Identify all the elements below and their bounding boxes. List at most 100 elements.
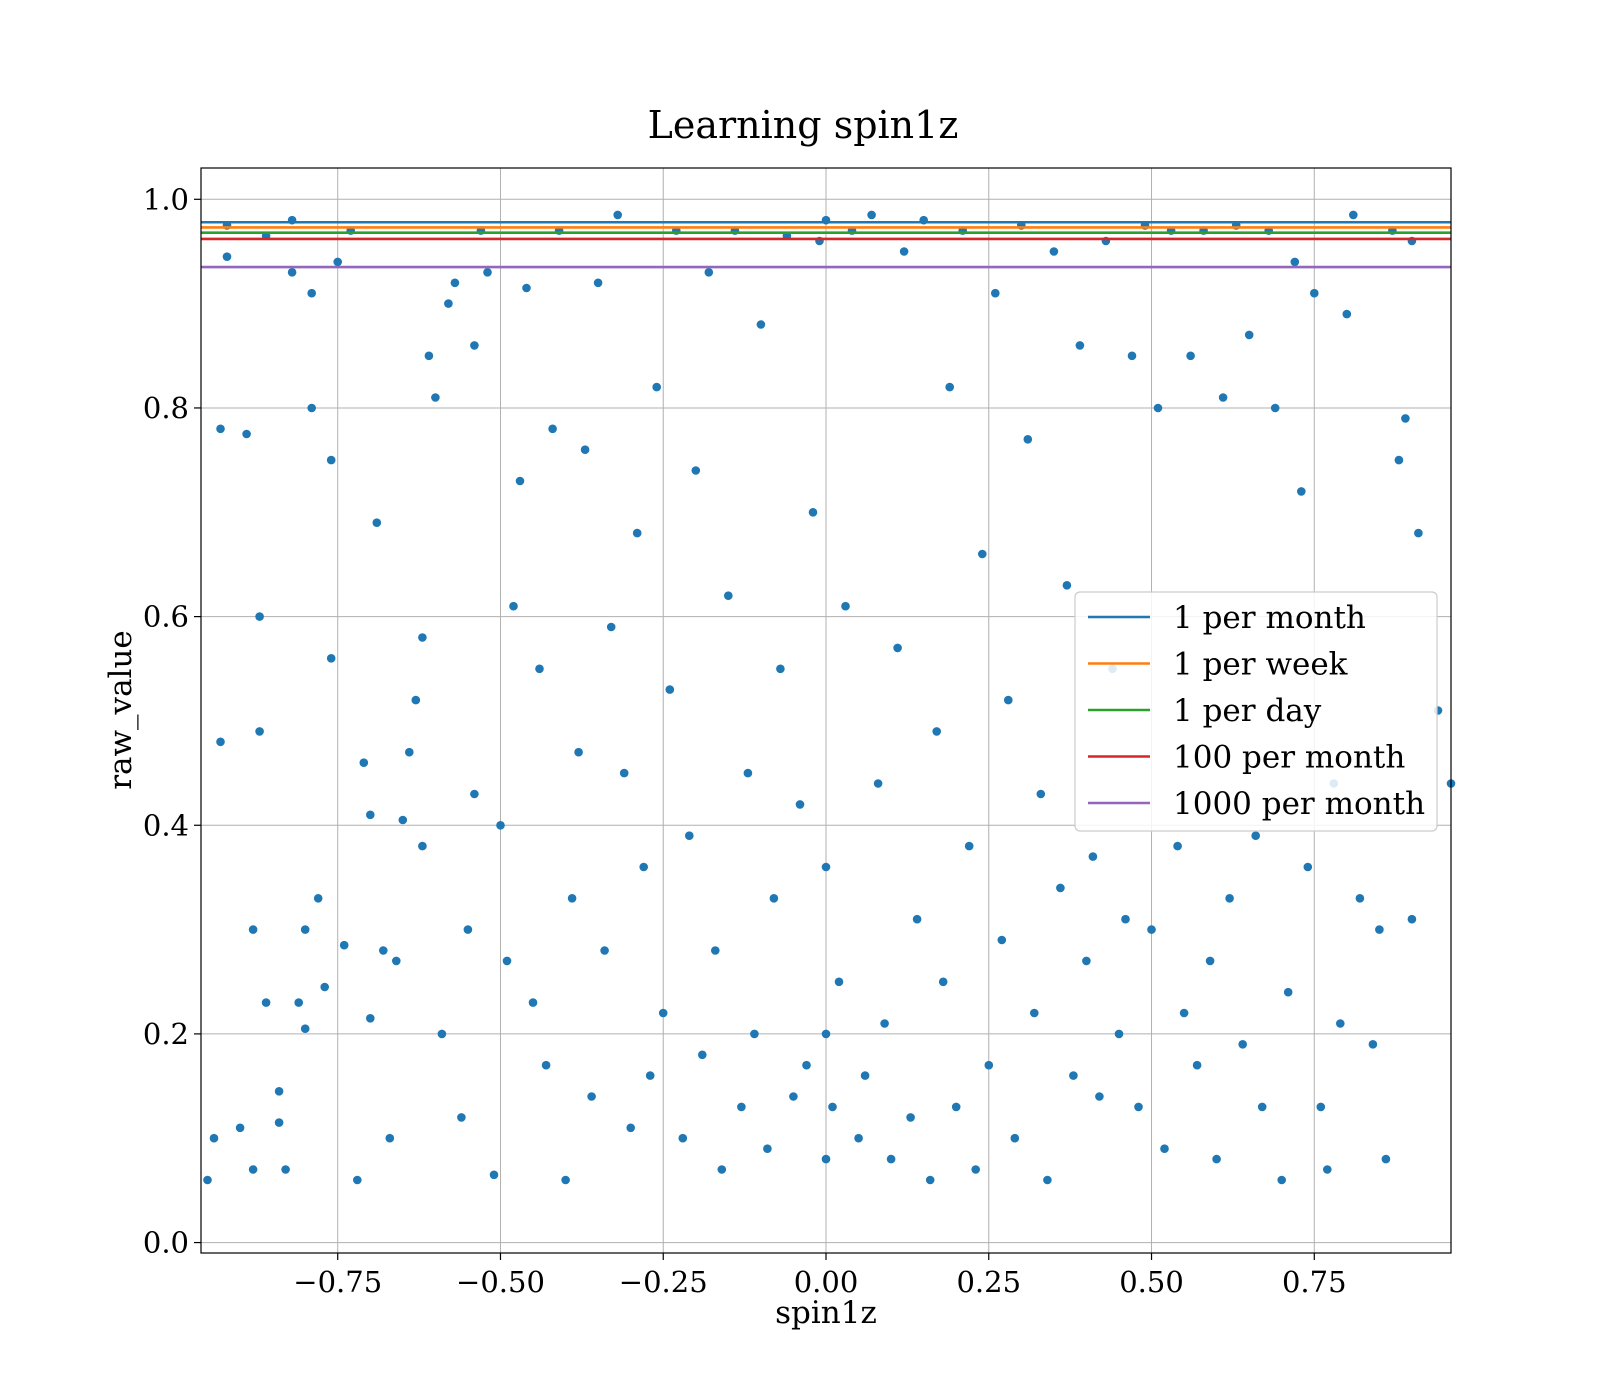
scatter-point [431,393,440,402]
scatter-point [932,727,941,736]
y-tick-label: 0.2 [143,1017,189,1051]
scatter-point [261,998,271,1007]
scatter-point [1310,288,1319,298]
scatter-point [307,403,317,413]
scatter-point [450,278,460,288]
scatter-point [502,956,512,966]
scatter-point [1075,341,1085,350]
scatter-point [561,1175,570,1185]
scatter-point [1205,956,1215,966]
scatter-point [854,1133,863,1143]
scatter-point [1277,1175,1286,1185]
scatter-point [372,518,382,527]
scatter-point [652,382,661,392]
scatter-point [1088,852,1098,861]
scatter-point [1036,789,1046,799]
scatter-point [841,601,850,611]
scatter-point [808,508,818,517]
y-tick-label: 0.4 [143,808,189,842]
scatter-point [678,1133,688,1143]
scatter-point [1244,330,1254,340]
scatter-point [437,1029,447,1039]
legend-label: 100 per month [1173,740,1405,776]
scatter-point [978,549,987,559]
scatter-point [724,591,733,600]
scatter-point [1381,1154,1391,1164]
legend-label: 1 per week [1173,647,1348,683]
scatter-point [294,998,304,1007]
x-axis-ticks: −0.75 −0.50 −0.25 0.00 0.25 0.50 0.75 [293,1253,1347,1299]
scatter-point [535,664,544,674]
scatter-point [366,1014,375,1023]
scatter-point [645,1071,655,1080]
scatter-point [899,247,909,256]
scatter-point [1270,403,1280,413]
scatter-point [925,1175,935,1185]
x-tick-label: −0.25 [619,1265,708,1299]
scatter-point [991,288,1000,298]
scatter-point [1336,1019,1345,1028]
scatter-point [964,841,974,851]
scatter-point [834,977,844,987]
scatter-point [587,1092,596,1101]
scatter-point [658,1008,668,1018]
scatter-point [1127,351,1137,361]
x-tick-label: 0.25 [956,1265,1021,1299]
scatter-point [444,299,453,308]
x-tick-label: −0.75 [293,1265,382,1299]
scatter-point [984,1060,994,1070]
legend-label: 1 per month [1173,600,1366,636]
x-tick-label: −0.50 [456,1265,545,1299]
scatter-point [619,768,629,778]
scatter-point [776,664,785,674]
scatter-point [326,654,336,663]
scatter-point [821,1154,831,1164]
scatter-point [489,1170,499,1180]
scatter-point [366,810,375,820]
scatter-point [548,424,557,434]
scatter-point [1043,1175,1052,1185]
scatter-point [300,1024,310,1033]
scatter-point [1056,883,1065,893]
scatter-point [1134,1102,1143,1112]
scatter-point [424,351,434,361]
scatter-point [255,727,264,736]
scatter-point [626,1123,635,1133]
x-tick-label: 0.75 [1282,1265,1347,1299]
scatter-point [737,1102,746,1112]
scatter-point [405,747,414,757]
scatter-point [326,455,336,465]
scatter-point [1290,257,1300,267]
scatter-point [209,1133,219,1143]
scatter-point [1401,414,1410,423]
scatter-point [418,841,427,851]
scatter-point [515,476,525,486]
legend-items: 1 per month 1 per week 1 per day 100 per mo… [1088,600,1425,822]
scatter-point [1049,247,1059,256]
scatter-point [1355,894,1365,903]
scatter-point [1394,455,1404,465]
legend-frame [1074,591,1438,832]
scatter-point [1407,914,1417,924]
scatter-point [1023,435,1033,444]
scatter-point [867,210,876,220]
scatter-point [1303,862,1313,872]
scatter-point [300,925,310,934]
x-tick-label: 0.50 [1119,1265,1184,1299]
scatter-point [541,1060,551,1070]
scatter-point [1192,1060,1202,1070]
scatter-point [242,429,251,439]
scatter-point [880,1019,889,1028]
scatter-point [509,601,518,611]
scatter-point [711,946,720,955]
scatter-point [632,528,642,538]
scatter-point [613,210,622,220]
scatter-point [274,1118,284,1127]
scatter-point [704,268,714,277]
scatter-point [216,737,225,747]
scatter-point [274,1087,284,1096]
scatter-point [1004,695,1013,705]
scatter-point [1297,487,1306,496]
scatter-point [522,283,531,293]
